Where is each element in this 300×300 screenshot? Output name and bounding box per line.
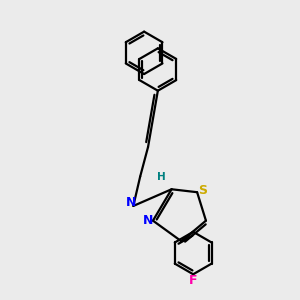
Text: F: F xyxy=(189,274,197,287)
Text: N: N xyxy=(126,196,136,209)
Text: N: N xyxy=(142,214,153,227)
Text: S: S xyxy=(198,184,207,197)
Text: H: H xyxy=(157,172,166,182)
